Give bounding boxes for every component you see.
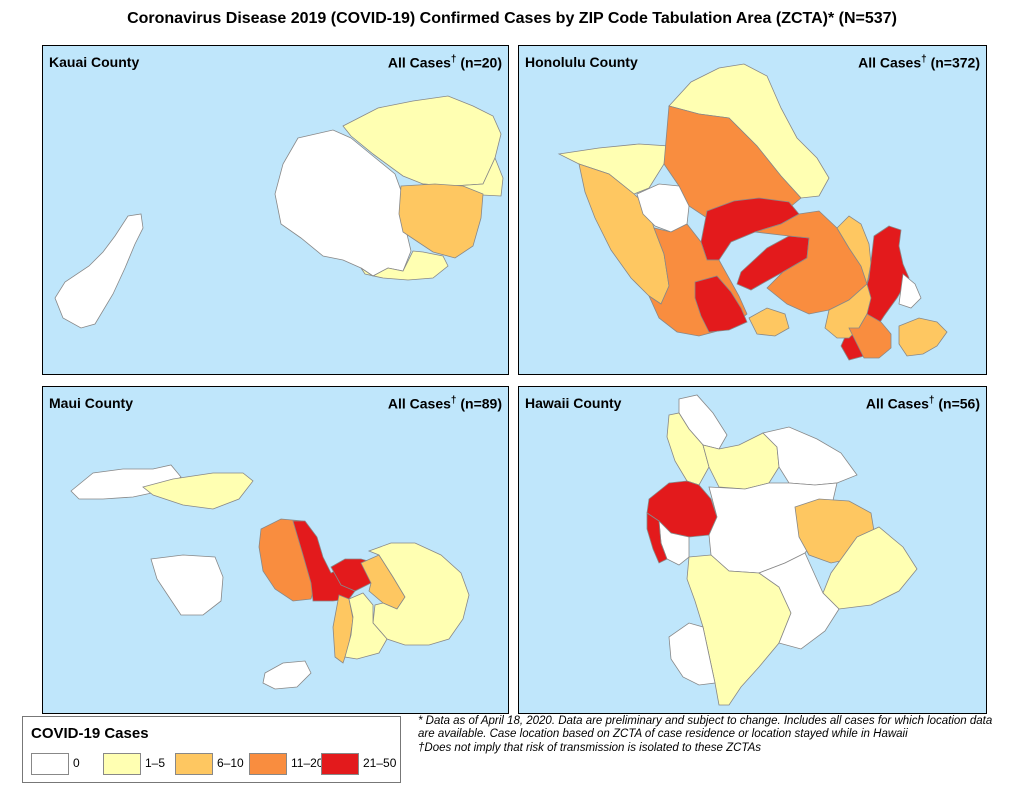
hawaii-county-panel: Hawaii County All Cases† (n=56) [518,386,987,714]
hawaii-zcta-kona-south [646,512,668,564]
hawaii-zcta-kohala [666,412,710,486]
hawaii-zcta-southwest [668,622,716,686]
hawaii-county-map [646,394,918,706]
kauai-case-count: All Cases† (n=20) [387,54,502,71]
footnotes: * Data as of April 18, 2020. Data are pr… [418,715,1008,755]
molokai-zcta-east [142,472,254,510]
legend-label-0: 0 [73,756,80,770]
lanai-island [150,554,224,616]
maui-county-map [70,464,470,690]
legend-swatch-21-50 [321,753,359,775]
honolulu-county-label: Honolulu County [525,54,638,70]
hawaii-zcta-puna [822,526,918,610]
oahu-zcta-ewa-beach [694,275,748,333]
hawaii-zcta-south-white [758,552,840,650]
legend-label-11-20: 11–20 [291,756,324,770]
maui-zcta-upcountry [344,592,388,660]
kauai-county-panel: Kauai County All Cases† (n=20) [42,45,509,375]
oahu-zcta-south [748,307,790,337]
legend-swatch-0 [31,753,69,775]
legend-title: COVID-19 Cases [31,725,149,742]
maui-county-label: Maui County [49,395,133,411]
legend-label-6-10: 6–10 [217,756,244,770]
footnote-transmission-risk: †Does not imply that risk of transmissio… [418,742,762,754]
kauai-county-map [54,95,504,329]
footnote-data-as-of: * Data as of April 18, 2020. Data are pr… [418,715,993,740]
map-legend: COVID-19 Cases 0 1–5 6–10 11–20 21–50 [22,716,401,783]
map-title: Coronavirus Disease 2019 (COVID-19) Conf… [127,10,897,27]
kauai-zcta-lihue [398,183,484,259]
legend-label-1-5: 1–5 [145,756,166,770]
honolulu-county-panel: Honolulu County All Cases† (n=372) [518,45,987,375]
maui-zcta-east [367,542,470,646]
legend-swatch-6-10 [175,753,213,775]
oahu-zcta-waimanalo [898,273,922,309]
maui-county-panel: Maui County All Cases† (n=89) [42,386,509,714]
niihau-island [54,213,144,329]
legend-swatch-1-5 [103,753,141,775]
oahu-zcta-manoa [848,313,892,359]
maui-case-count: All Cases† (n=89) [387,395,502,412]
honolulu-county-map [557,63,948,361]
kahoolawe-island [262,660,312,690]
kauai-county-label: Kauai County [49,54,140,70]
hawaii-case-count: All Cases† (n=56) [865,395,980,412]
legend-label-21-50: 21–50 [363,756,397,770]
legend-swatch-11-20 [249,753,287,775]
kauai-zcta-south [360,250,449,281]
hawaii-zcta-kau [686,554,792,706]
hawaii-county-label: Hawaii County [525,395,622,411]
honolulu-case-count: All Cases† (n=372) [858,54,980,71]
oahu-zcta-kailua [898,317,948,357]
